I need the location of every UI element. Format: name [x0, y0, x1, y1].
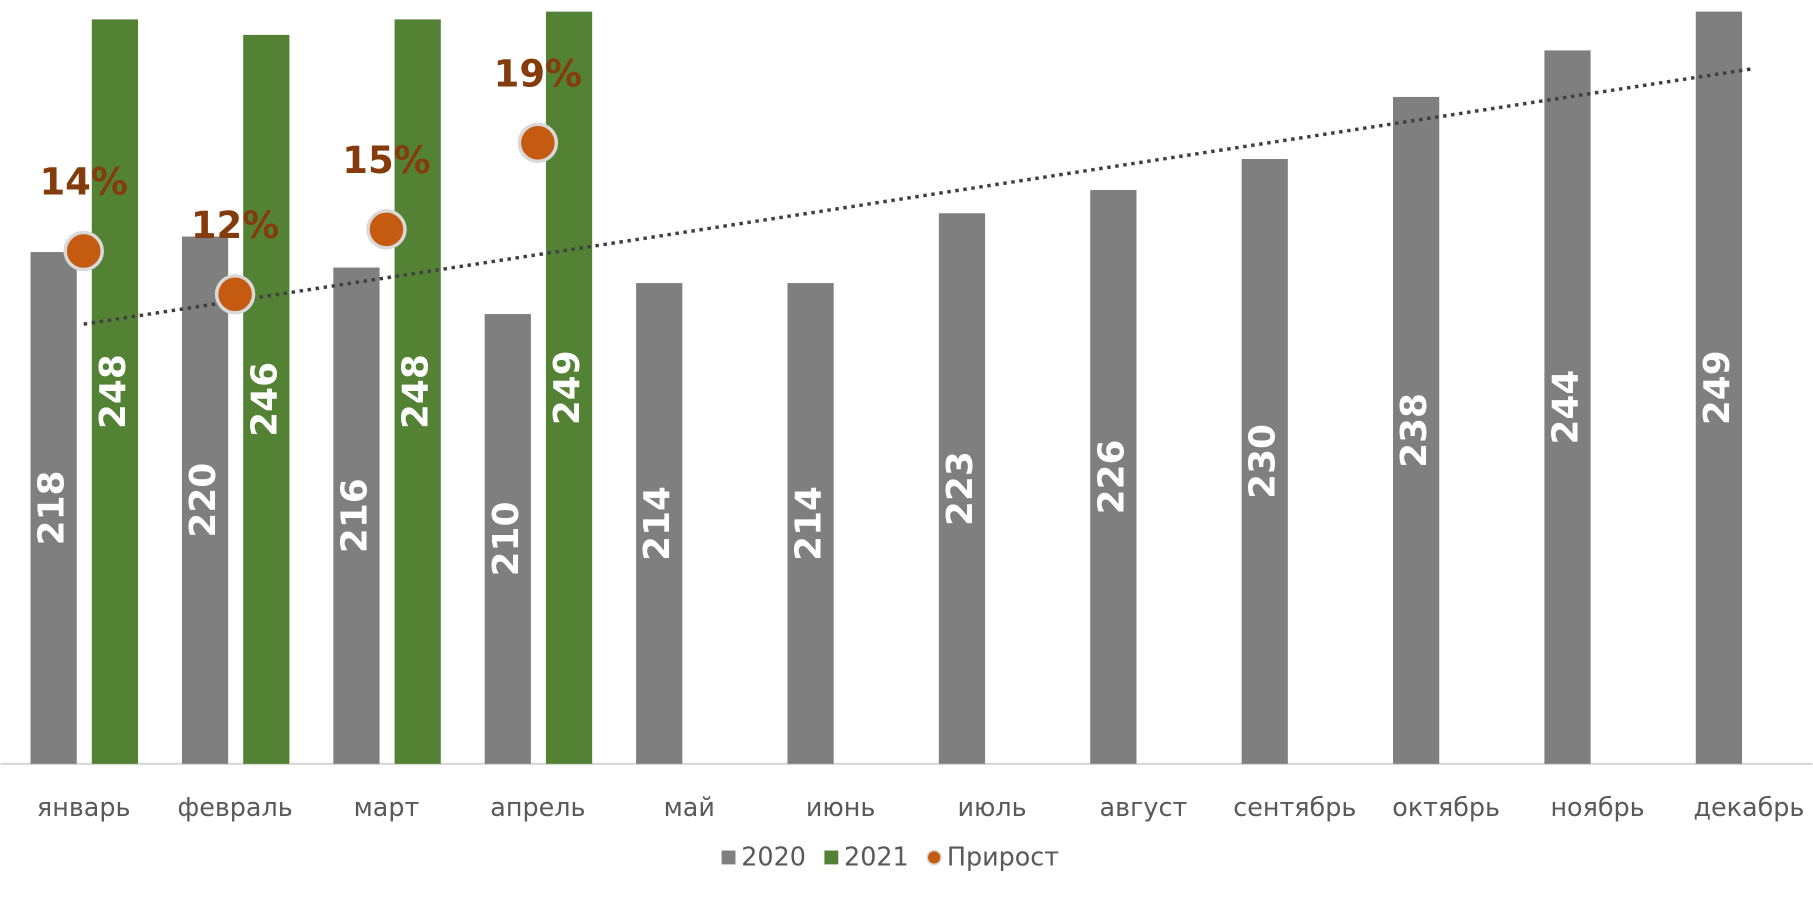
- bar-value-label: 238: [1394, 393, 1435, 468]
- x-tick-label: июнь: [806, 792, 875, 822]
- bar: [1090, 189, 1137, 764]
- x-tick-label: февраль: [177, 792, 292, 822]
- x-tick-label: март: [354, 792, 420, 822]
- bar: [1544, 50, 1591, 764]
- bar-value-label: 244: [1546, 370, 1587, 445]
- bar: [243, 34, 290, 764]
- growth-label: 12%: [191, 204, 279, 247]
- bar-value-label: 248: [93, 354, 134, 429]
- bar: [938, 213, 986, 764]
- x-tick-label: апрель: [490, 792, 585, 822]
- bar-value-label: 248: [396, 354, 437, 429]
- x-tick-label: октябрь: [1392, 792, 1500, 822]
- x-tick-label: сентябрь: [1233, 792, 1356, 822]
- growth-point: [63, 230, 104, 272]
- bar: [1695, 11, 1743, 764]
- growth-label: 15%: [342, 139, 431, 182]
- bar: [394, 19, 441, 764]
- bar-value-label: 220: [183, 463, 224, 538]
- legend-marker: [824, 850, 839, 865]
- x-tick-label: июль: [957, 792, 1026, 822]
- bar: [91, 19, 139, 764]
- bar-value-label: 223: [940, 451, 981, 526]
- trendline: [83, 67, 1753, 326]
- bar-value-label: 249: [1697, 350, 1738, 425]
- bar-value-label: 216: [334, 478, 375, 553]
- legend-marker: [926, 849, 942, 866]
- x-tick-label: декабрь: [1693, 792, 1804, 822]
- bar: [484, 314, 531, 764]
- x-tick-label: ноябрь: [1550, 792, 1644, 822]
- growth-label: 19%: [494, 52, 583, 95]
- bar: [333, 267, 380, 764]
- bar-value-label: 249: [547, 350, 588, 425]
- x-tick-label: май: [664, 792, 715, 822]
- bar-value-label: 210: [486, 502, 527, 577]
- growth-label: 14%: [39, 160, 128, 203]
- bar: [1241, 158, 1288, 764]
- growth-point: [214, 274, 256, 315]
- bar-value-label: 218: [32, 471, 73, 546]
- bar-value-label: 246: [244, 362, 285, 437]
- x-tick-label: январь: [37, 792, 131, 822]
- growth-point: [517, 122, 559, 164]
- bar-value-label: 226: [1091, 440, 1132, 515]
- bar: [181, 236, 229, 764]
- bar: [787, 283, 834, 764]
- bar-value-label: 230: [1243, 424, 1284, 499]
- bar: [1393, 96, 1440, 764]
- legend-label: 2021: [844, 842, 909, 872]
- legend-label: Прирост: [947, 842, 1059, 872]
- legend-label: 2020: [741, 842, 806, 872]
- bar-value-label: 214: [789, 486, 830, 561]
- legend-marker: [721, 850, 736, 865]
- growth-point: [366, 209, 407, 250]
- bar: [30, 252, 77, 764]
- bar-value-label: 214: [637, 486, 678, 561]
- bar: [636, 283, 683, 764]
- x-tick-label: август: [1100, 792, 1188, 822]
